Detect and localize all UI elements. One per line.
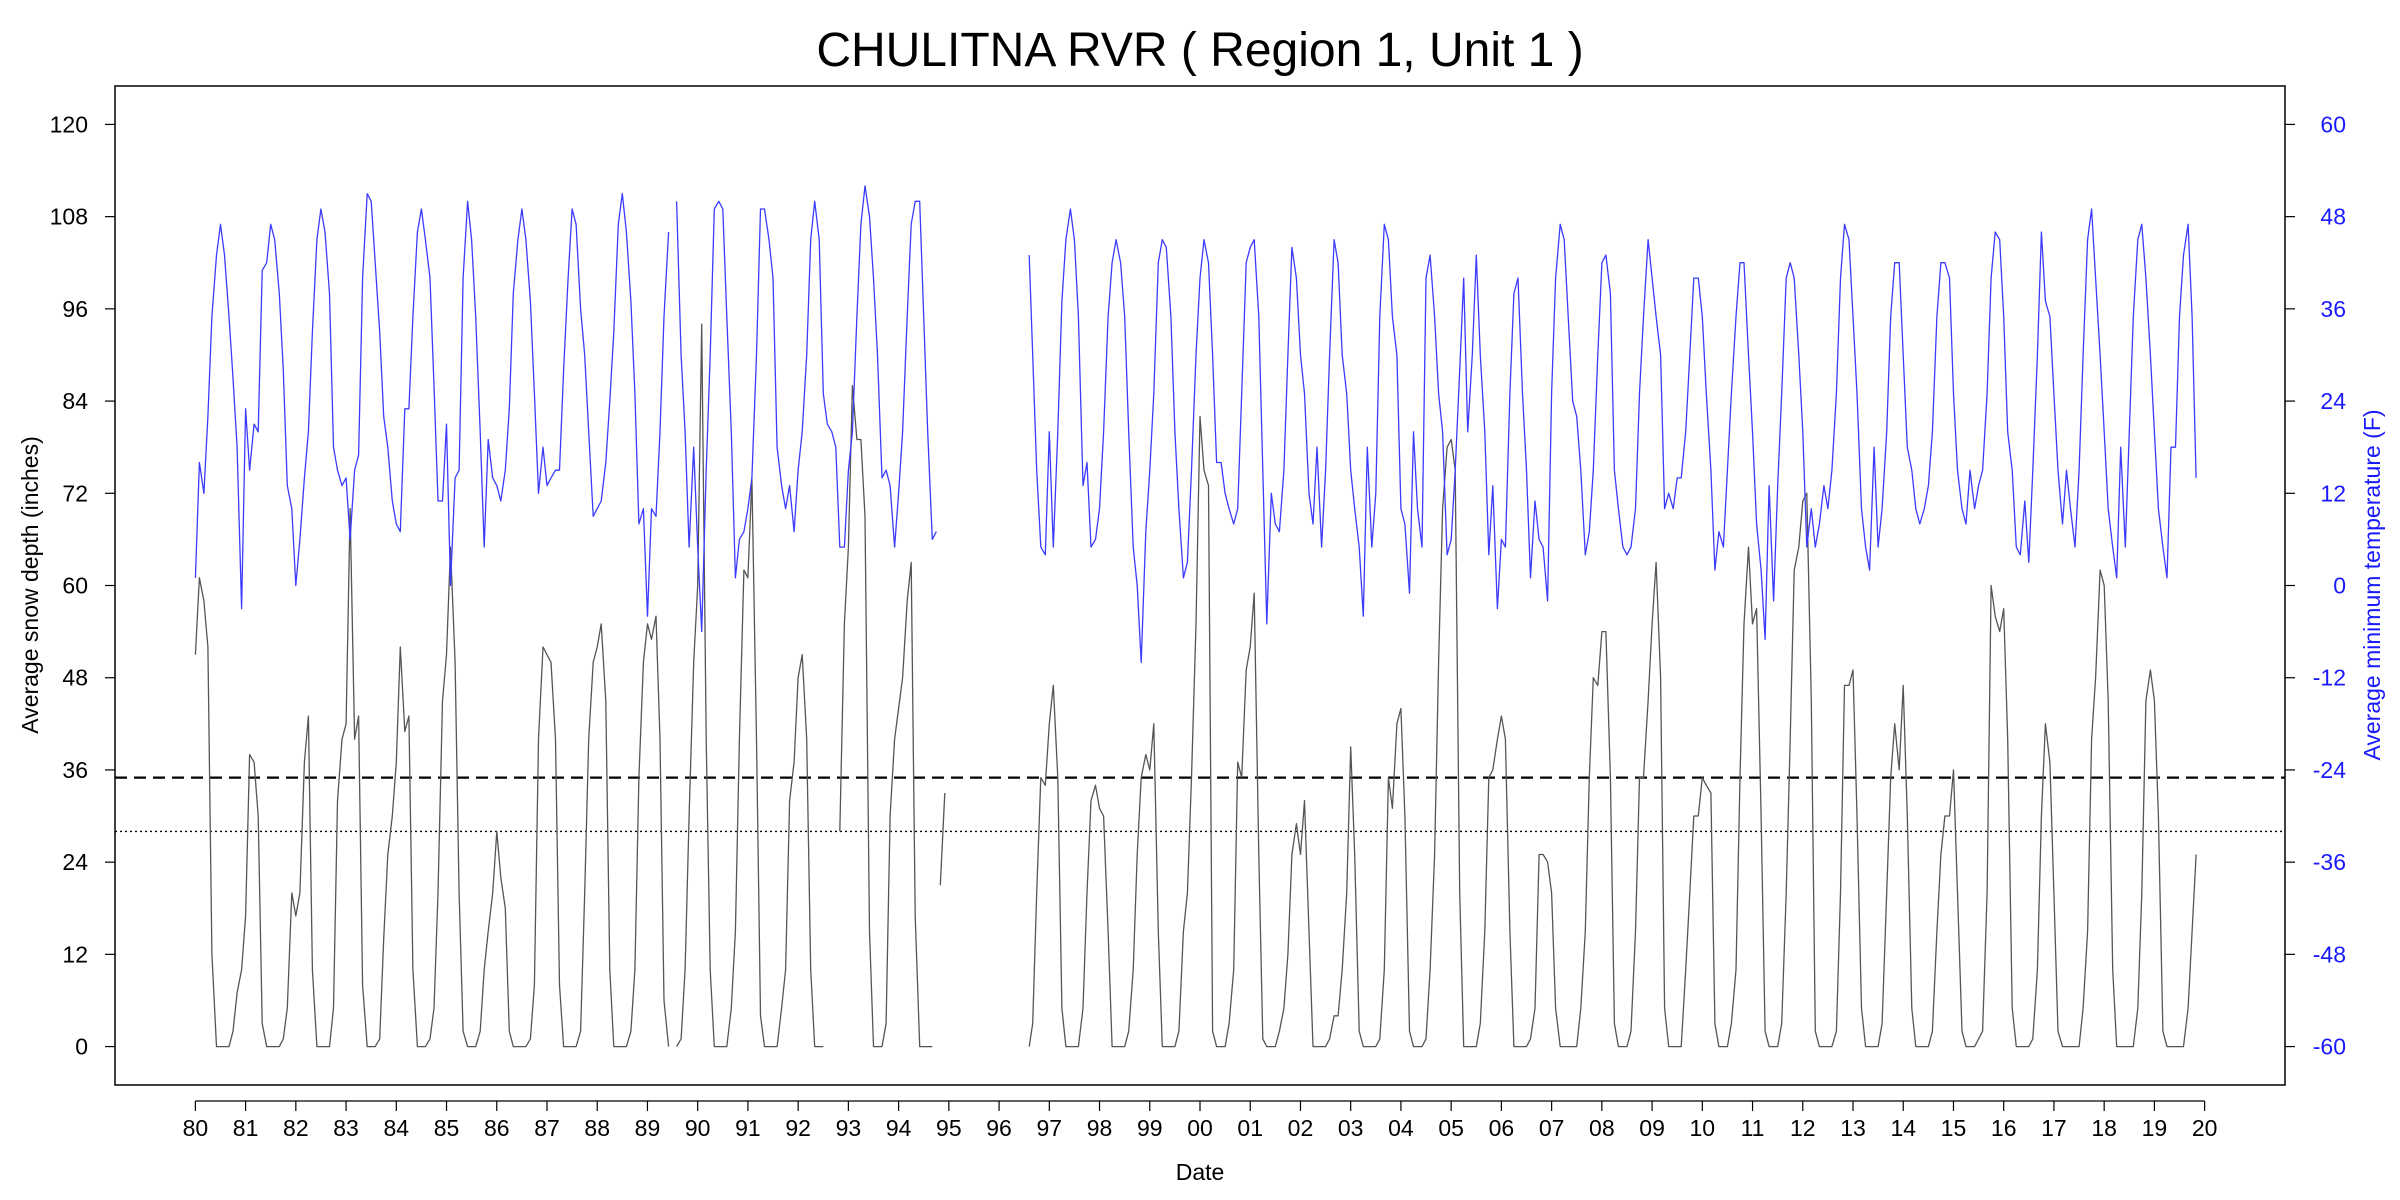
x-axis-label: Date [1176,1159,1225,1185]
snow-depth-line-segment-2 [839,385,933,1048]
x-tick-label: 81 [233,1115,259,1141]
x-tick-label: 12 [1790,1115,1816,1141]
x-tick-label: 91 [735,1115,761,1141]
x-tick-label: 18 [2091,1115,2117,1141]
x-tick-label: 87 [534,1115,560,1141]
y-left-tick-label: 12 [62,941,88,967]
x-tick-label: 06 [1489,1115,1515,1141]
x-tick-label: 17 [2041,1115,2067,1141]
x-axis: 80 81 82 83 84 85 86 87 88 89 90 91 92 93 94 95 96 97 98 99… [183,1100,2218,1141]
y-right-tick-label: -60 [2313,1034,2346,1060]
y-right-tick-label: 12 [2320,480,2346,506]
x-tick-label: 09 [1639,1115,1665,1141]
x-tick-label: 99 [1137,1115,1163,1141]
y-left-tick-label: 48 [62,665,88,691]
y-right-tick-label: 0 [2333,573,2346,599]
y-right-tick-label: 48 [2320,204,2346,230]
snow-depth-line-segment-0 [194,508,670,1048]
x-tick-label: 05 [1438,1115,1464,1141]
y-axis-left-label: Average snow depth (inches) [17,436,43,733]
y-left-tick-label: 0 [75,1034,88,1060]
snow-depth-series [194,323,2197,1048]
x-tick-label: 08 [1589,1115,1615,1141]
y-left-tick-label: 36 [62,757,88,783]
y-right-tick-label: -12 [2313,665,2346,691]
y-left-tick-label: 60 [62,573,88,599]
x-tick-label: 85 [434,1115,460,1141]
y-right-tick-label: -24 [2313,757,2346,783]
snow-depth-line-segment-4 [1028,415,2197,1048]
x-tick-label: 98 [1087,1115,1113,1141]
x-tick-label: 97 [1037,1115,1063,1141]
y-axis-right-label: Average minimum temperature (F) [2359,409,2385,760]
temperature-line-segment-0 [194,192,670,617]
x-tick-label: 03 [1338,1115,1364,1141]
x-tick-label: 11 [1741,1115,1765,1141]
y-left-tick-label: 108 [50,204,88,230]
x-tick-label: 84 [383,1115,409,1141]
x-tick-label: 14 [1890,1115,1916,1141]
x-tick-label: 04 [1388,1115,1414,1141]
chart-title: CHULITNA RVR ( Region 1, Unit 1 ) [816,24,1583,77]
x-tick-label: 88 [584,1115,610,1141]
x-tick-label: 93 [836,1115,862,1141]
snow-depth-line-segment-3 [939,792,946,886]
temperature-series [194,185,2197,663]
temperature-line-segment-1 [675,185,937,633]
x-tick-label: 83 [333,1115,359,1141]
y-right-tick-label: 24 [2320,388,2346,414]
y-right-tick-label: 60 [2320,111,2346,137]
x-tick-label: 20 [2192,1115,2218,1141]
x-tick-label: 82 [283,1115,309,1141]
reference-lines [115,776,2285,833]
y-left-tick-label: 120 [50,111,88,137]
x-tick-label: 92 [785,1115,811,1141]
x-tick-label: 19 [2142,1115,2168,1141]
x-tick-label: 01 [1237,1115,1263,1141]
snow-depth-line-segment-1 [676,323,824,1048]
x-tick-label: 90 [685,1115,711,1141]
x-tick-label: 96 [986,1115,1012,1141]
x-tick-label: 94 [886,1115,912,1141]
y-left-tick-label: 72 [62,480,88,506]
y-axis-left: 0 12 24 36 48 60 72 84 96 108 120 [50,111,115,1060]
x-tick-label: 95 [936,1115,962,1141]
y-left-tick-label: 96 [62,296,88,322]
x-tick-label: 80 [183,1115,209,1141]
x-tick-label: 86 [484,1115,510,1141]
y-right-tick-label: -48 [2313,941,2346,967]
temperature-line-segment-2 [1028,208,2197,663]
y-right-tick-label: -36 [2313,849,2346,875]
y-left-tick-label: 84 [62,388,88,414]
y-left-tick-label: 24 [62,849,88,875]
x-tick-label: 89 [635,1115,661,1141]
x-tick-label: 16 [1991,1115,2017,1141]
x-tick-label: 07 [1539,1115,1565,1141]
x-tick-label: 02 [1288,1115,1314,1141]
x-tick-label: 00 [1187,1115,1213,1141]
x-tick-label: 15 [1941,1115,1967,1141]
x-tick-label: 13 [1840,1115,1866,1141]
x-tick-label: 10 [1690,1115,1716,1141]
y-right-tick-label: 36 [2320,296,2346,322]
y-axis-right: -60 -48 -36 -24 -12 0 12 24 36 48 60 [2285,111,2346,1060]
